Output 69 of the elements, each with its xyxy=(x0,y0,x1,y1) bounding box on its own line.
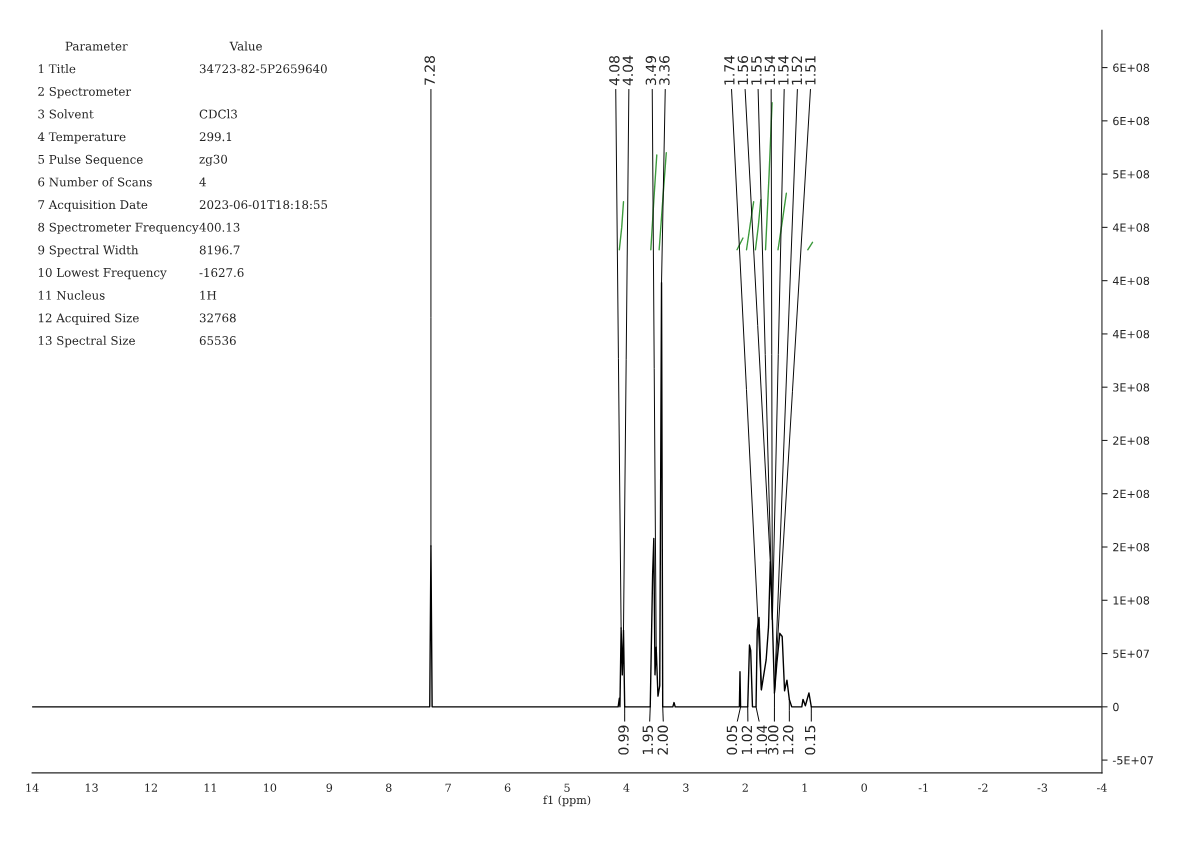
annotation: 1.04 xyxy=(756,725,768,755)
annotation: 1.74 xyxy=(724,55,735,85)
annotation: 1.54 xyxy=(778,55,789,85)
annotation: 4.04 xyxy=(622,55,634,86)
annotation: 1.20 xyxy=(782,725,794,755)
x-tick-label: 2 xyxy=(742,783,748,792)
text: 5 Pulse Sequence zg30 xyxy=(38,154,228,167)
text: 3 Solvent CDCl3 xyxy=(38,109,237,119)
x-tick-label: -1 xyxy=(918,783,928,792)
annotation: 3.00 xyxy=(767,725,779,755)
annotation: 1.56 xyxy=(737,55,749,85)
y-tick-label: 2E+08 xyxy=(1113,489,1150,499)
x-tick-label: 7 xyxy=(445,783,451,792)
x-tick-label: -2 xyxy=(978,783,988,792)
text: 10 Lowest Frequency -1627.6 xyxy=(38,267,244,280)
annotation: 3.36 xyxy=(659,55,670,85)
text: 4 Temperature 299.1 xyxy=(37,132,232,144)
y-tick-label: 0 xyxy=(1113,702,1119,712)
x-tick-label: 13 xyxy=(85,783,98,792)
annotation: 1.02 xyxy=(741,726,753,755)
y-tick-label: 4E+08 xyxy=(1112,276,1150,286)
y-tick-label: 6E+08 xyxy=(1113,116,1150,126)
text: Parameter Value xyxy=(65,41,262,51)
annotation: 1.54 xyxy=(764,55,776,85)
x-tick-label: 4 xyxy=(623,783,630,792)
x-tick-label: 9 xyxy=(326,783,333,792)
x-tick-label: -3 xyxy=(1037,783,1048,792)
y-tick-label: 4E+08 xyxy=(1112,223,1150,232)
annotation: 0.15 xyxy=(804,725,816,755)
x-axis-title: f1 (ppm) xyxy=(543,795,591,807)
y-tick-label: -5E+07 xyxy=(1112,756,1153,765)
annotation: 2 Spectrometer xyxy=(38,86,132,99)
x-tick-label: 10 xyxy=(264,783,277,792)
x-tick-label: -4 xyxy=(1097,783,1107,792)
annotation: 2.00 xyxy=(657,725,669,755)
y-tick-label: 2E+08 xyxy=(1113,436,1150,445)
y-tick-label: 4E+08 xyxy=(1112,329,1150,339)
x-tick-label: 12 xyxy=(145,783,157,792)
x-tick-label: 14 xyxy=(26,783,39,792)
x-tick-label: 8 xyxy=(385,783,392,792)
x-tick-label: 3 xyxy=(683,783,689,792)
annotation: 0.05 xyxy=(726,725,738,755)
y-tick-label: 6E+08 xyxy=(1113,63,1150,72)
y-tick-label: 3E+08 xyxy=(1113,383,1150,392)
x-tick-label: 0 xyxy=(861,783,867,792)
annotation: 1.95 xyxy=(642,725,654,755)
x-tick-label: 1 xyxy=(802,783,807,792)
y-tick-label: 5E+07 xyxy=(1113,649,1149,658)
y-tick-label: 1E+08 xyxy=(1113,596,1150,605)
annotation: 1.55 xyxy=(751,56,762,85)
text: 9 Spectral Width 8196.7 xyxy=(38,245,240,257)
text: 7 Acquisition Date 2023-06-01T18:18:55 xyxy=(38,200,328,212)
x-tick-label: 11 xyxy=(204,783,216,792)
text: 13 Spectral Size 65536 xyxy=(38,335,236,348)
text: 6 Number of Scans 4 xyxy=(38,177,206,187)
y-tick-label: 5E+08 xyxy=(1113,170,1150,179)
y-tick-label: 2E+08 xyxy=(1113,542,1150,552)
text: 12 Acquired Size 32768 xyxy=(38,313,236,325)
x-tick-label: 6 xyxy=(504,783,511,792)
annotation: 3.49 xyxy=(645,56,657,85)
annotation: 4.08 xyxy=(609,56,620,86)
annotation: 1.52 xyxy=(791,56,803,85)
annotation: 7.28 xyxy=(424,56,435,85)
annotation: 8 Spectrometer Frequency400.13 xyxy=(38,222,240,235)
text: 1 Title 34723-82-5P2659640 xyxy=(38,64,327,74)
x-tick-label: 5 xyxy=(564,783,570,792)
annotation: 1.51 xyxy=(805,56,816,85)
annotation: 0.99 xyxy=(618,725,629,755)
text: 11 Nucleus 1H xyxy=(38,290,217,300)
